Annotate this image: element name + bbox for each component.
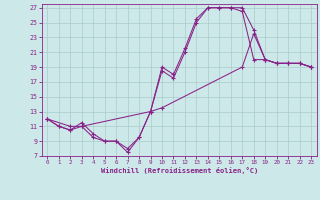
- X-axis label: Windchill (Refroidissement éolien,°C): Windchill (Refroidissement éolien,°C): [100, 167, 258, 174]
